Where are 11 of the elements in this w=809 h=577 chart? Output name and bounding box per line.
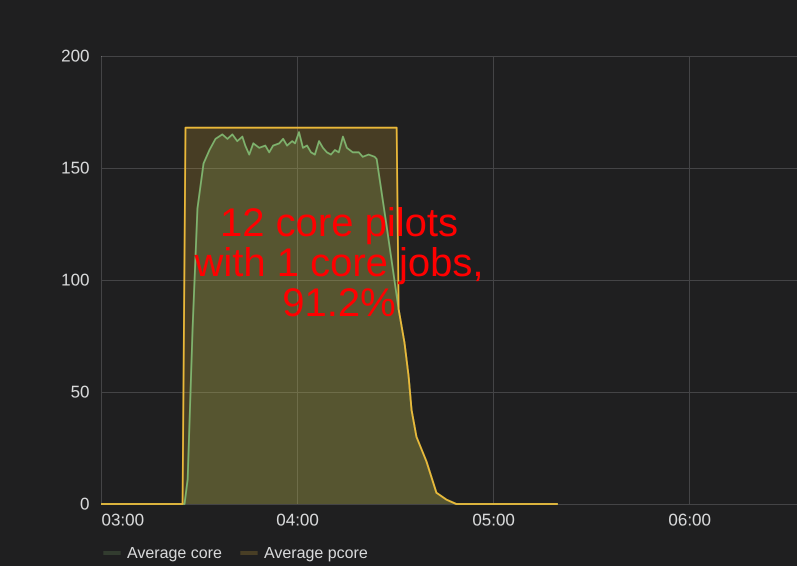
y-tick-label: 150	[61, 158, 90, 178]
x-tick-label: 04:00	[276, 510, 319, 530]
y-tick-label: 50	[70, 382, 90, 402]
y-tick-label: 200	[61, 46, 90, 66]
y-tick-label: 0	[80, 494, 90, 514]
legend-label: Average pcore	[264, 545, 368, 562]
y-tick-label: 100	[61, 270, 90, 290]
x-tick-label: 03:00	[102, 510, 144, 530]
x-tick-label: 05:00	[472, 510, 515, 530]
legend-label: Average core	[127, 545, 222, 562]
x-tick-label: 06:00	[668, 510, 711, 530]
